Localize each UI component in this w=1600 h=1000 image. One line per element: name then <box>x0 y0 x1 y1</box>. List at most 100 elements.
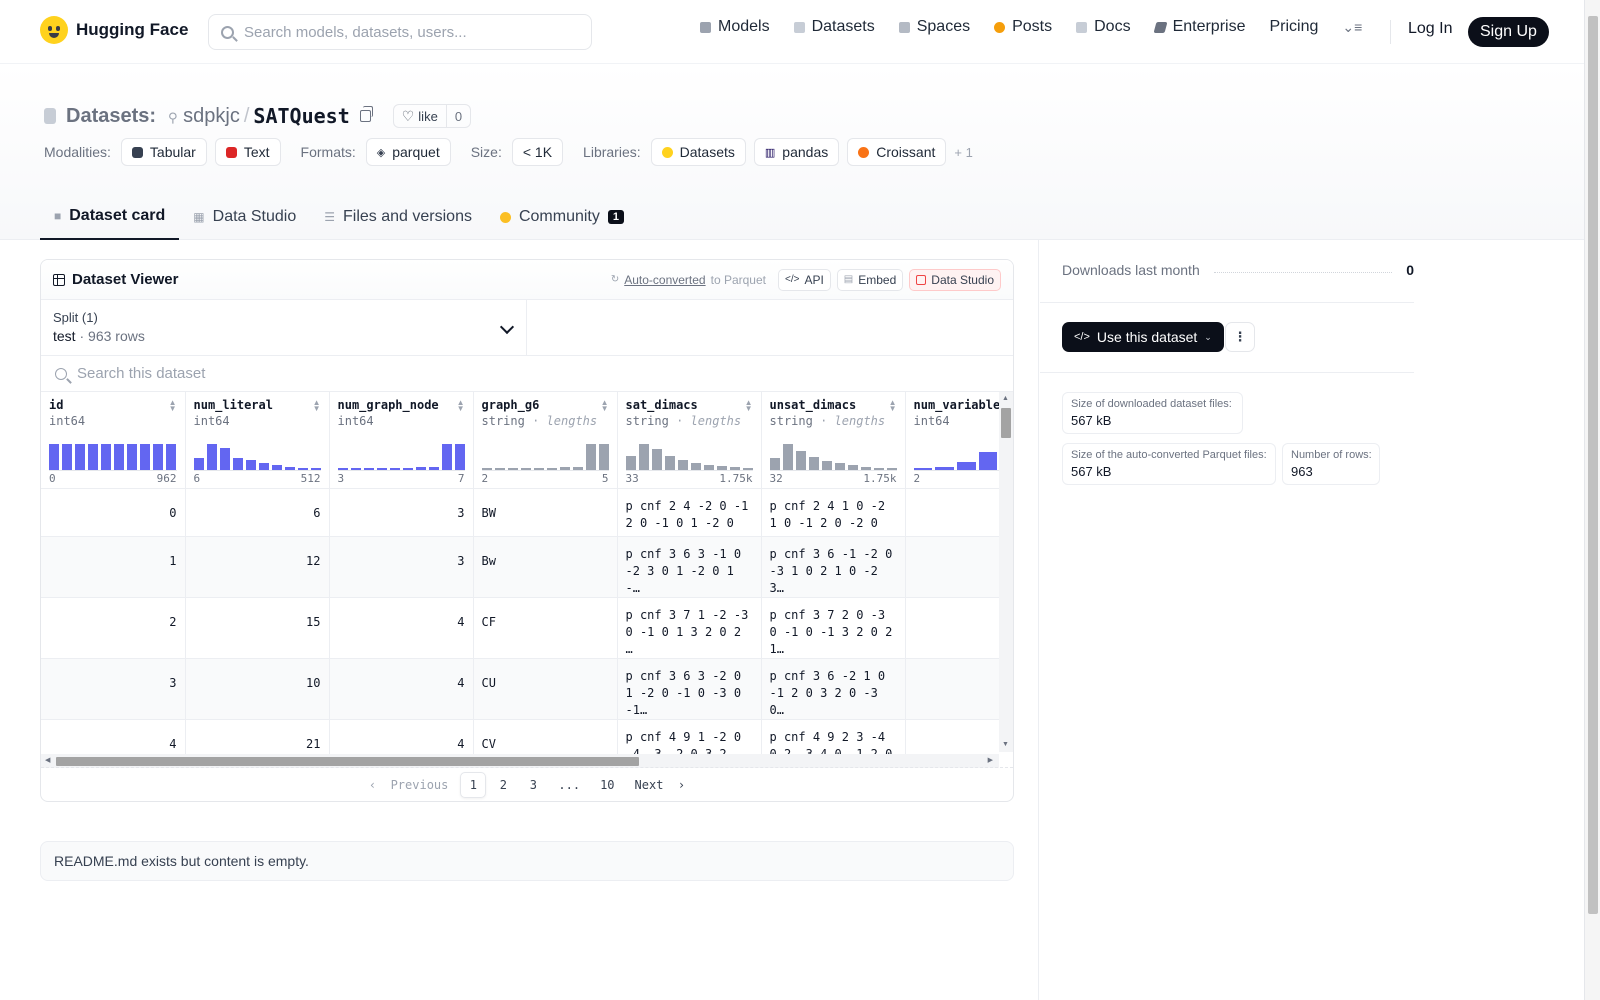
global-search[interactable] <box>208 14 592 50</box>
table-cell[interactable]: 4 <box>329 597 474 659</box>
histogram-bar[interactable] <box>742 467 753 470</box>
api-button[interactable]: </> API <box>777 268 831 291</box>
page-10-button[interactable]: 10 <box>600 777 615 792</box>
histogram-bar[interactable] <box>782 443 793 470</box>
split-selector[interactable]: Split (1) test · 963 rows <box>41 300 527 355</box>
nav-posts[interactable]: Posts <box>994 18 1052 36</box>
table-cell[interactable]: p cnf 2 4 1 0 -2 1 0 -1 2 0 -2 0 <box>761 488 906 537</box>
histogram-bar[interactable] <box>481 467 492 470</box>
histogram-bar[interactable] <box>769 457 780 470</box>
data-studio-button[interactable]: Data Studio <box>909 268 1001 291</box>
histogram-bar[interactable] <box>219 447 230 470</box>
histogram-bar[interactable] <box>572 466 583 470</box>
page-1-button[interactable]: 1 <box>460 771 487 798</box>
histogram-bar[interactable] <box>245 459 256 470</box>
column-histogram[interactable] <box>481 442 609 470</box>
column-header[interactable]: id int64 ▲ ▼ 0 962 <box>41 392 186 489</box>
table-row[interactable]: 3 10 4 CU p cnf 3 6 3 -2 0 1 -2 0 -1 0 -3 0 … <box>41 658 1013 720</box>
scroll-down-icon[interactable]: ▼ <box>1002 741 1009 748</box>
histogram-bar[interactable] <box>847 464 858 470</box>
table-cell[interactable]: 2 <box>41 597 186 659</box>
histogram-bar[interactable] <box>585 443 596 470</box>
histogram-bar[interactable] <box>49 443 60 470</box>
histogram-bar[interactable] <box>166 443 177 470</box>
histogram-bar[interactable] <box>271 464 282 470</box>
histogram-bar[interactable] <box>860 466 871 470</box>
histogram-bar[interactable] <box>258 462 269 470</box>
histogram-bar[interactable] <box>206 443 217 470</box>
tag-parquet[interactable]: ◈ parquet <box>365 138 451 166</box>
auto-converted-link[interactable]: Auto-converted <box>624 272 706 287</box>
table-cell[interactable] <box>905 658 1013 720</box>
histogram-bar[interactable] <box>598 443 609 470</box>
histogram-bar[interactable] <box>935 466 954 470</box>
histogram-bar[interactable] <box>703 464 714 470</box>
histogram-bar[interactable] <box>886 467 897 470</box>
table-cell[interactable]: p cnf 3 6 -2 1 0 -1 2 0 3 2 0 -3 0… <box>761 658 906 720</box>
more-menu-icon[interactable]: ⌄≡ <box>1342 18 1363 35</box>
histogram-bar[interactable] <box>88 443 99 470</box>
column-histogram[interactable] <box>625 442 753 470</box>
column-header[interactable]: unsat_dimacs string · lengths ▲ ▼ 32 1.75k <box>761 392 906 489</box>
column-histogram[interactable] <box>769 442 897 470</box>
page-scroll-thumb[interactable] <box>1588 16 1598 914</box>
column-header[interactable]: graph_g6 string · lengths ▲ ▼ 2 5 <box>473 392 618 489</box>
histogram-bar[interactable] <box>297 467 308 470</box>
histogram-bar[interactable] <box>193 457 204 470</box>
histogram-bar[interactable] <box>638 443 649 470</box>
previous-page-button[interactable]: ‹ Previous <box>368 777 449 792</box>
histogram-bar[interactable] <box>363 467 374 470</box>
column-header[interactable]: num_literal int64 ▲ ▼ 6 512 <box>185 392 330 489</box>
copy-icon[interactable] <box>359 106 373 122</box>
nav-models[interactable]: Models <box>700 18 770 36</box>
histogram-bar[interactable] <box>664 455 675 470</box>
breadcrumb-datasets[interactable]: Datasets: <box>66 104 157 127</box>
histogram-bar[interactable] <box>376 467 387 470</box>
histogram-bar[interactable] <box>651 448 662 470</box>
table-cell[interactable]: 3 <box>41 658 186 720</box>
tab-files-and-versions[interactable]: ☰ Files and versions <box>310 194 486 240</box>
page-scrollbar[interactable] <box>1584 0 1600 1000</box>
histogram-bar[interactable] <box>284 466 295 470</box>
histogram-bar[interactable] <box>153 443 164 470</box>
nav-docs[interactable]: Docs <box>1076 18 1131 36</box>
more-tags-link[interactable]: + 1 <box>954 144 973 160</box>
table-cell[interactable]: 0 <box>41 488 186 537</box>
nav-datasets[interactable]: Datasets <box>793 18 875 36</box>
tag-croissant[interactable]: Croissant <box>847 138 947 166</box>
sort-icon[interactable]: ▲ ▼ <box>168 398 177 413</box>
histogram-bar[interactable] <box>389 467 400 470</box>
histogram-bar[interactable] <box>415 466 426 470</box>
histogram-bar[interactable] <box>795 450 806 470</box>
table-cell[interactable]: p cnf 3 6 3 -1 0 -2 3 0 1 -2 0 1 -… <box>617 536 762 598</box>
histogram-bar[interactable] <box>716 465 727 470</box>
scroll-left-icon[interactable]: ◀ <box>45 757 51 764</box>
table-row[interactable]: 2 15 4 CF p cnf 3 7 1 -2 -3 0 -1 0 1 3 2 0 2… <box>41 597 1013 659</box>
table-cell[interactable]: 3 <box>329 488 474 537</box>
table-cell[interactable] <box>905 597 1013 659</box>
histogram-bar[interactable] <box>350 467 361 470</box>
table-row[interactable]: 1 12 3 Bw p cnf 3 6 3 -1 0 -2 3 0 1 -2 0 1 -… <box>41 536 1013 598</box>
table-cell[interactable] <box>905 488 1013 537</box>
next-page-button[interactable]: Next › <box>634 777 686 792</box>
table-cell[interactable]: 10 <box>185 658 330 720</box>
histogram-bar[interactable] <box>625 455 636 470</box>
histogram-bar[interactable] <box>428 466 439 470</box>
tab-community[interactable]: Community 1 <box>486 194 638 240</box>
login-link[interactable]: Log In <box>1408 20 1453 37</box>
like-button[interactable]: ♡ like 0 <box>392 104 472 128</box>
histogram-bar[interactable] <box>821 460 832 470</box>
table-cell[interactable]: p cnf 3 7 1 -2 -3 0 -1 0 1 3 2 0 2 … <box>617 597 762 659</box>
histogram-bar[interactable] <box>101 443 112 470</box>
page-3-button[interactable]: 3 <box>529 777 537 792</box>
nav-spaces[interactable]: Spaces <box>898 18 970 36</box>
histogram-bar[interactable] <box>729 466 740 470</box>
scroll-right-icon[interactable]: ▶ <box>987 757 993 764</box>
table-cell[interactable]: 15 <box>185 597 330 659</box>
horizontal-scroll-thumb[interactable] <box>56 757 639 766</box>
histogram-bar[interactable] <box>232 457 243 470</box>
table-cell[interactable]: p cnf 3 6 3 -2 0 1 -2 0 -1 0 -3 0 -1… <box>617 658 762 720</box>
histogram-bar[interactable] <box>520 467 531 470</box>
